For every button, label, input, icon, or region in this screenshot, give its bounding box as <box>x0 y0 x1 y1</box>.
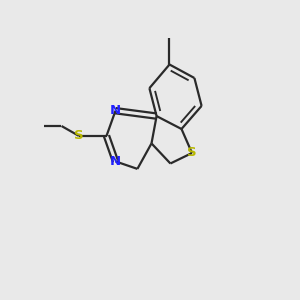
Text: N: N <box>110 104 121 117</box>
Text: S: S <box>187 146 197 160</box>
Text: S: S <box>74 129 84 142</box>
Text: N: N <box>110 155 121 168</box>
